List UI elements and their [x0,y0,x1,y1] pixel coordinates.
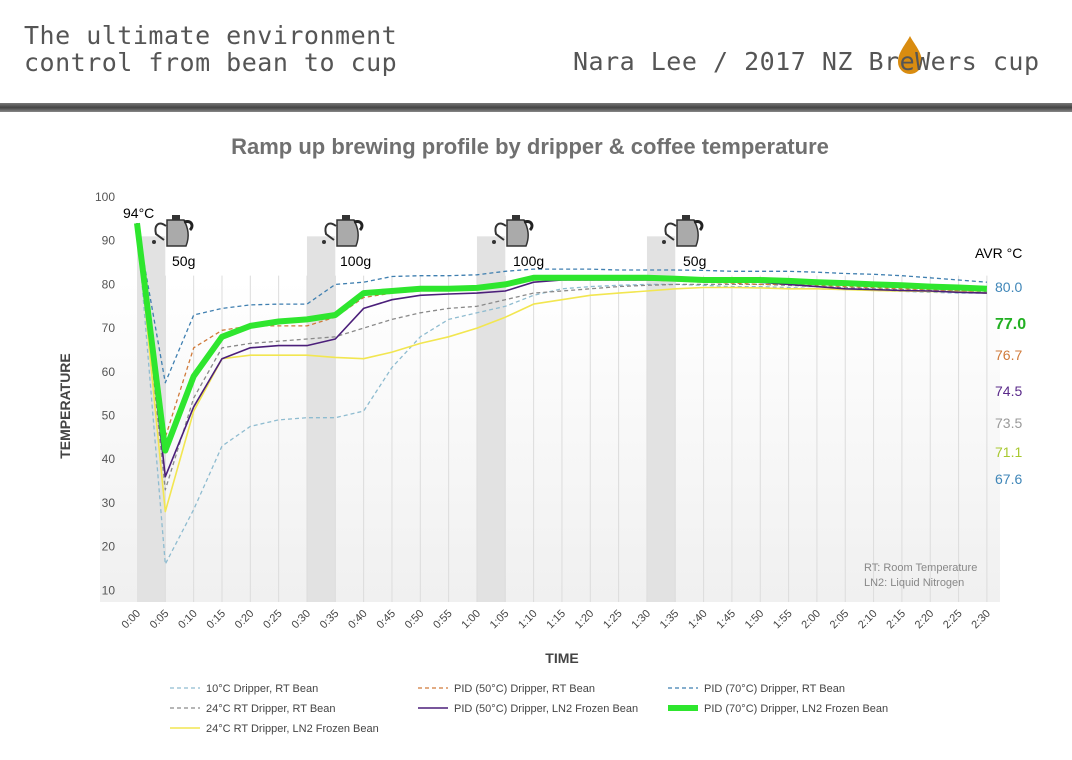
header-divider [0,103,1072,112]
x-tick-label: 1:50 [743,608,767,632]
pour-band [646,236,676,602]
legend-label: PID (70°C) Dripper, RT Bean [704,683,845,695]
legend-item: PID (70°C) Dripper, LN2 Frozen Bean [668,703,888,715]
start-temp-label: 94°C [123,205,154,221]
average-value: 71.1 [995,444,1022,460]
x-tick-label: 0:10 [176,608,200,632]
x-tick-label: 0:05 [148,608,172,632]
x-tick-label: 1:15 [544,608,568,632]
x-tick-label: 0:40 [346,608,370,632]
legend-item: PID (50°C) Dripper, LN2 Frozen Bean [418,703,638,715]
kettle-icon [492,215,534,247]
chart-note: RT: Room Temperature [864,562,977,574]
kettle-icon [152,215,194,247]
series-line [134,222,988,454]
series-line [136,223,987,439]
y-tick-label: 50 [102,409,116,423]
x-tick-label: 1:45 [714,608,738,632]
y-tick-label: 70 [102,321,116,335]
x-tick-label: 1:40 [686,608,710,632]
average-value: 80.0 [995,279,1022,295]
pour-band [476,236,506,602]
x-tick-label: 1:10 [516,608,540,632]
legend-label: 24°C RT Dripper, LN2 Frozen Bean [206,723,379,735]
x-tick-label: 2:10 [856,608,880,632]
x-tick-label: 1:00 [459,608,483,632]
pour-amount-label: 100g [513,253,544,269]
chart-note: LN2: Liquid Nitrogen [864,577,964,589]
average-value: 67.6 [995,471,1022,487]
x-tick-label: 0:50 [403,608,427,632]
legend-item: 10°C Dripper, RT Bean [170,683,318,695]
brewers-cup-drop-logo [898,36,922,74]
x-tick-label: 0:15 [204,608,228,632]
chart-title: Ramp up brewing profile by dripper & cof… [231,134,829,159]
pour-amount-label: 50g [683,253,706,269]
average-value: 77.0 [995,316,1026,333]
x-tick-label: 2:05 [828,608,852,632]
y-axis-label: TEMPERATURE [57,353,73,459]
x-tick-label: 2:00 [799,608,823,632]
pour-amount-label: 100g [340,253,371,269]
header-author: Nara Lee / 2017 NZ BreWers cup [573,47,1040,76]
x-tick-label: 1:25 [601,608,625,632]
legend-label: PID (70°C) Dripper, LN2 Frozen Bean [704,703,888,715]
x-tick-label: 0:35 [318,608,342,632]
x-tick-label: 1:35 [658,608,682,632]
x-tick-label: 1:20 [573,608,597,632]
kettle-icon [662,215,704,247]
x-tick-label: 0:25 [261,608,285,632]
x-tick-label: 0:45 [374,608,398,632]
tagline-line-1: The ultimate environment [24,21,398,50]
series-line [136,223,987,491]
legend-item: 24°C RT Dripper, LN2 Frozen Bean [170,723,379,735]
average-value: 74.5 [995,383,1022,399]
header-tagline: The ultimate environment control from be… [24,22,397,76]
y-tick-label: 100 [95,190,115,204]
average-value: 76.7 [995,347,1022,363]
x-axis-label: TIME [545,650,578,666]
y-tick-label: 60 [102,365,116,379]
x-tick-label: 1:05 [488,608,512,632]
legend-label: PID (50°C) Dripper, LN2 Frozen Bean [454,703,638,715]
legend-item: 24°C RT Dripper, RT Bean [170,703,336,715]
legend-item: PID (70°C) Dripper, RT Bean [668,683,845,695]
pour-band [306,236,336,602]
x-tick-label: 2:20 [913,608,937,632]
kettle-icon [322,215,364,247]
tagline-line-2: control from bean to cup [24,48,398,77]
x-tick-label: 2:15 [884,608,908,632]
plot-background [100,280,1000,602]
x-tick-label: 2:30 [969,608,993,632]
y-tick-label: 10 [102,583,116,597]
legend-item: PID (50°C) Dripper, RT Bean [418,683,595,695]
y-tick-label: 30 [102,496,116,510]
avg-title: AVR °C [975,245,1022,261]
y-tick-label: 90 [102,234,116,248]
legend-label: 10°C Dripper, RT Bean [206,683,318,695]
x-tick-label: 0:20 [233,608,257,632]
y-tick-label: 20 [102,540,116,554]
legend-label: PID (50°C) Dripper, RT Bean [454,683,595,695]
x-tick-label: 1:30 [629,608,653,632]
x-tick-label: 1:55 [771,608,795,632]
x-tick-label: 2:25 [941,608,965,632]
legend-label: 24°C RT Dripper, RT Bean [206,703,336,715]
y-tick-label: 40 [102,452,116,466]
y-tick-label: 80 [102,277,116,291]
pour-amount-label: 50g [172,253,195,269]
x-tick-label: 0:55 [431,608,455,632]
series-line [136,223,987,384]
x-tick-label: 0:30 [289,608,313,632]
x-tick-label: 0:00 [119,608,143,632]
average-value: 73.5 [995,415,1022,431]
